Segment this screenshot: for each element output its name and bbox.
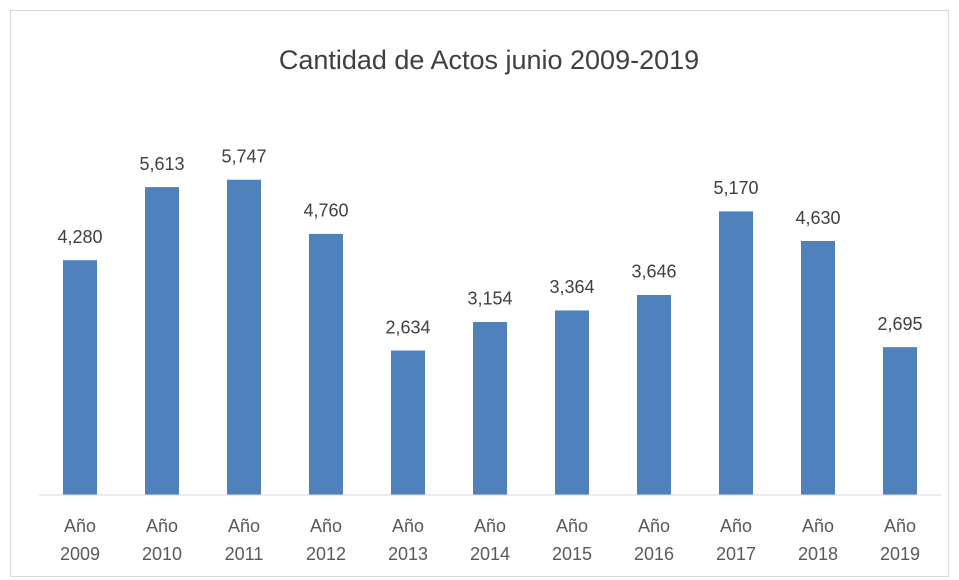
bar	[719, 211, 753, 496]
bar	[227, 179, 261, 495]
bar	[63, 260, 97, 495]
data-label: 4,630	[795, 208, 840, 228]
bar	[801, 241, 835, 495]
x-tick-label: Año 2016	[633, 516, 675, 564]
bar	[883, 347, 917, 495]
data-label: 3,364	[549, 277, 594, 297]
data-label: 4,280	[57, 227, 102, 247]
bar	[145, 187, 179, 495]
x-tick-label: Año 2010	[141, 516, 183, 564]
data-label: 4,760	[303, 201, 348, 221]
data-label: 5,747	[221, 146, 266, 166]
data-label: 5,613	[139, 154, 184, 174]
bar	[555, 310, 589, 495]
x-tick-label: Año 2012	[305, 516, 347, 564]
data-label: 2,695	[877, 314, 922, 334]
chart-title: Cantidad de Actos junio 2009-2019	[279, 45, 699, 75]
bar	[309, 233, 343, 495]
data-label: 5,170	[713, 178, 758, 198]
x-tick-label: Año 2009	[59, 516, 101, 564]
data-label: 3,646	[631, 262, 676, 282]
bar	[391, 350, 425, 495]
x-tick-label: Año 2014	[469, 516, 511, 564]
x-tick-label: Año 2019	[879, 516, 921, 564]
x-tick-label: Año 2017	[715, 516, 757, 564]
bar	[473, 321, 507, 495]
x-tick-label: Año 2011	[224, 516, 264, 564]
bar	[637, 294, 671, 495]
x-tick-label: Año 2018	[797, 516, 839, 564]
data-label: 2,634	[385, 317, 430, 337]
x-tick-label: Año 2015	[551, 516, 593, 564]
data-label: 3,154	[467, 289, 512, 309]
x-tick-label: Año 2013	[387, 516, 429, 564]
